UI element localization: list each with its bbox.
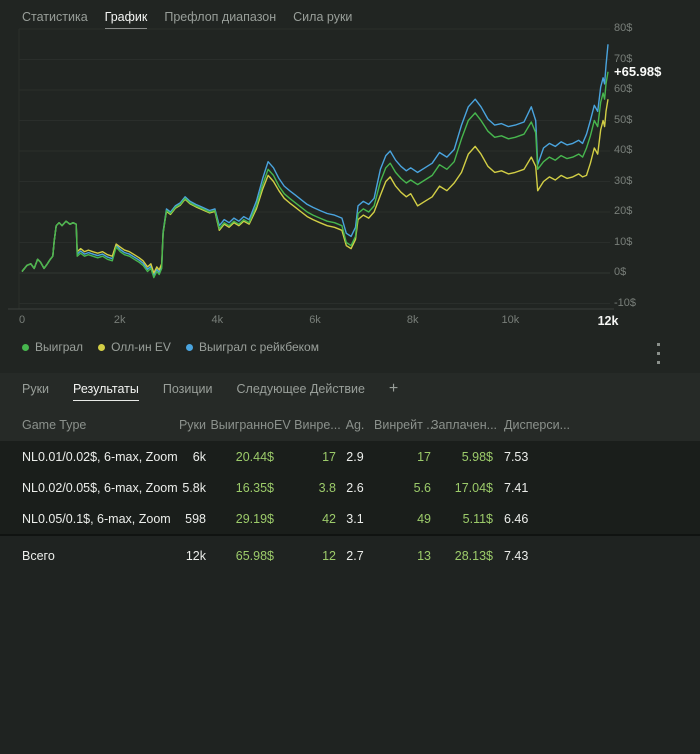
legend-item-won[interactable]: Выиграл — [22, 340, 83, 354]
x-tick-label: 12k — [597, 314, 619, 328]
winnings-chart — [8, 25, 614, 311]
cell-winrate: 5.6 — [413, 480, 431, 495]
cell-won: 20.44$ — [235, 449, 274, 464]
cell-variance: 7.53 — [504, 449, 529, 464]
y-tick-label: 0$ — [614, 266, 627, 278]
y-tick-label: 30$ — [614, 174, 633, 187]
legend-item-allin-ev[interactable]: Олл-ин EV — [98, 340, 171, 354]
x-tick-label: 0 — [18, 314, 26, 326]
table-total-section: Всего 12k 65.98$ 12 2.7 13 28.13$ 7.43 — [0, 534, 700, 754]
cell-ev-winrate: 17 — [322, 449, 336, 464]
legend-label: Выиграл с рейкбеком — [198, 340, 319, 354]
cell-variance: 7.41 — [504, 480, 529, 495]
cell-winrate: 49 — [417, 511, 431, 526]
table-row[interactable]: NL0.01/0.02$, 6-max, Zoom 6k 20.44$ 17 2… — [0, 441, 700, 472]
cell-ev-winrate: 3.8 — [318, 480, 336, 495]
cell-variance: 7.43 — [504, 549, 529, 563]
cell-paid: 5.98$ — [461, 449, 493, 464]
y-tick-label: 50$ — [614, 113, 633, 126]
tab-next-action[interactable]: Следующее Действие — [236, 381, 365, 396]
cell-hands: 598 — [185, 511, 206, 526]
cell-ev-winrate: 42 — [322, 511, 336, 526]
col-header-ag[interactable]: Ag. — [345, 417, 365, 432]
tab-preflop-range[interactable]: Префлоп диапазон — [164, 9, 277, 24]
add-tab-button[interactable]: + — [388, 379, 399, 397]
cell-won: 29.19$ — [235, 511, 274, 526]
x-tick-label: 8k — [406, 314, 419, 326]
cell-ag: 2.9 — [346, 449, 364, 464]
col-header-paid[interactable]: Заплачен... — [431, 417, 498, 432]
cell-winrate: 13 — [417, 549, 431, 563]
cell-game-type: NL0.02/0.05$, 6-max, Zoom — [22, 480, 178, 495]
allin-ev-series-dot-icon — [98, 343, 106, 351]
cell-hands: 6k — [192, 449, 206, 464]
chart-options-menu-button[interactable] — [650, 337, 666, 369]
col-header-hands[interactable]: Руки — [178, 417, 206, 432]
table-header-row: Game Type Руки Выигранно EV Винре... Ag.… — [0, 408, 700, 441]
col-header-game-type[interactable]: Game Type — [22, 417, 87, 432]
cell-hands: 5.8k — [182, 480, 206, 495]
col-header-variance[interactable]: Дисперси... — [504, 417, 571, 432]
tab-hands[interactable]: Руки — [22, 381, 50, 396]
tab-hand-strength[interactable]: Сила руки — [293, 9, 353, 24]
tab-positions[interactable]: Позиции — [162, 381, 213, 396]
results-panel: Руки Результаты Позиции Следующее Действ… — [0, 373, 700, 754]
cell-winrate: 17 — [417, 449, 431, 464]
rakeback-series-dot-icon — [185, 343, 193, 351]
chart-legend: Выиграл Олл-ин EV Выиграл с рейкбеком — [22, 340, 319, 354]
cell-paid: 5.11$ — [462, 511, 493, 526]
ellipsis-icon — [656, 342, 660, 346]
tab-graph[interactable]: График — [104, 6, 147, 31]
table-total-row: Всего 12k 65.98$ 12 2.7 13 28.13$ 7.43 — [0, 536, 700, 576]
col-header-winrate[interactable]: Винрейт ... — [374, 417, 437, 432]
legend-label: Олл-ин EV — [111, 340, 171, 354]
y-tick-label: 60$ — [614, 83, 633, 95]
cell-game-type: NL0.05/0.1$, 6-max, Zoom — [22, 511, 171, 526]
y-tick-label: 20$ — [614, 205, 633, 217]
table-body: NL0.01/0.02$, 6-max, Zoom 6k 20.44$ 17 2… — [0, 441, 700, 534]
x-axis-labels: 0 2k 4k 6k 8k 10k 12k — [0, 311, 700, 329]
y-tick-label: 80$ — [614, 22, 633, 34]
cell-ev-winrate: 12 — [322, 549, 336, 563]
cell-won: 65.98$ — [235, 549, 274, 563]
y-tick-label: 70$ — [614, 52, 633, 65]
top-tab-bar: Статистика График Префлоп диапазон Сила … — [0, 0, 700, 36]
y-tick-label: 40$ — [614, 144, 633, 156]
tab-results[interactable]: Результаты — [73, 378, 139, 404]
cell-ag: 3.1 — [346, 511, 364, 526]
cell-game-type: NL0.01/0.02$, 6-max, Zoom — [22, 449, 178, 464]
legend-item-won-with-rakeback[interactable]: Выиграл с рейкбеком — [185, 340, 319, 354]
cell-hands: 12k — [185, 549, 206, 563]
col-header-ev-winrate[interactable]: EV Винре... — [274, 417, 341, 432]
results-tab-bar: Руки Результаты Позиции Следующее Действ… — [0, 373, 700, 408]
tab-statistics[interactable]: Статистика — [22, 9, 88, 24]
legend-label: Выиграл — [35, 340, 84, 354]
won-series-dot-icon — [22, 343, 29, 351]
x-tick-label: 6k — [309, 314, 321, 326]
cell-ag: 2.7 — [346, 549, 364, 563]
current-value-label: +65.98$ — [614, 63, 662, 79]
y-tick-label: -10$ — [614, 296, 637, 309]
cell-ag: 2.6 — [346, 480, 364, 495]
table-row[interactable]: NL0.02/0.05$, 6-max, Zoom 5.8k 16.35$ 3.… — [0, 472, 700, 503]
cell-game-type: Всего — [22, 549, 55, 563]
cell-variance: 6.46 — [504, 511, 529, 526]
x-tick-label: 10k — [501, 314, 520, 326]
cell-paid: 17.04$ — [454, 480, 493, 495]
x-tick-label: 2k — [113, 314, 126, 326]
y-tick-label: 10$ — [614, 235, 633, 248]
table-row[interactable]: NL0.05/0.1$, 6-max, Zoom 598 29.19$ 42 3… — [0, 503, 700, 534]
x-tick-label: 4k — [211, 314, 224, 326]
col-header-won[interactable]: Выигранно — [210, 417, 274, 432]
winnings-chart-svg — [8, 28, 614, 310]
cell-won: 16.35$ — [235, 480, 274, 495]
cell-paid: 28.13$ — [454, 549, 493, 563]
